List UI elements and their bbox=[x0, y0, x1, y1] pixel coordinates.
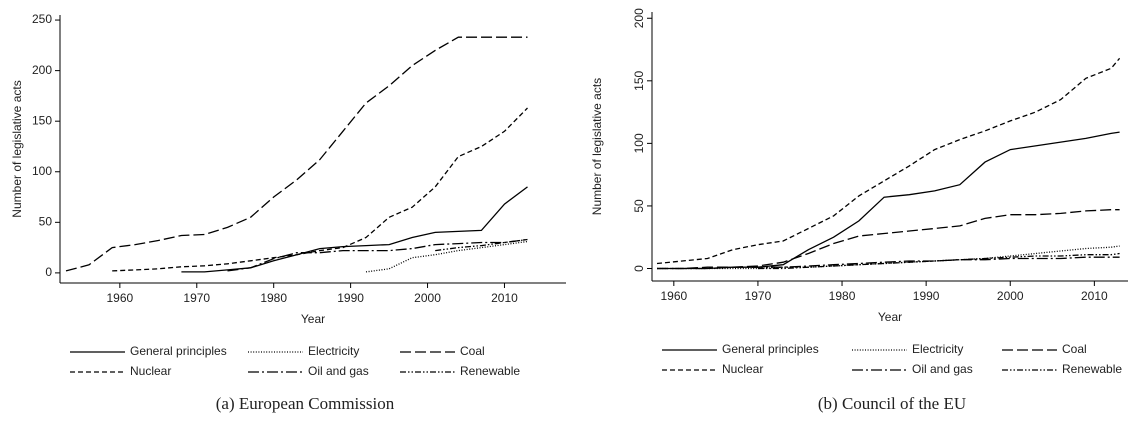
y-tick-label: 100 bbox=[632, 133, 646, 153]
y-axis-title: Number of legislative acts bbox=[10, 80, 24, 217]
legend-label: Nuclear bbox=[130, 364, 171, 378]
series-line bbox=[65, 36, 528, 272]
legend-label: General principles bbox=[722, 342, 819, 356]
series-line bbox=[657, 209, 1120, 270]
legend-label: Electricity bbox=[308, 344, 359, 358]
series-line bbox=[227, 238, 528, 272]
y-tick-label: 250 bbox=[32, 12, 52, 26]
x-tick-label: 2010 bbox=[491, 291, 518, 305]
y-tick-label: 50 bbox=[39, 214, 53, 228]
legend-label: Nuclear bbox=[722, 362, 763, 376]
y-tick-label: 50 bbox=[632, 199, 646, 213]
y-tick-label: 0 bbox=[632, 265, 646, 272]
y-tick-label: 100 bbox=[32, 164, 52, 178]
series-line bbox=[657, 131, 1120, 270]
x-tick-label: 1970 bbox=[183, 291, 210, 305]
legend-label: Coal bbox=[460, 344, 485, 358]
y-tick-label: 200 bbox=[32, 63, 52, 77]
x-tick-label: 1960 bbox=[660, 289, 687, 303]
x-tick-label: 1980 bbox=[829, 289, 856, 303]
x-tick-label: 1960 bbox=[106, 291, 133, 305]
series-line bbox=[657, 245, 1120, 270]
legend-label: Electricity bbox=[912, 342, 963, 356]
series-line bbox=[656, 57, 1121, 265]
series-line bbox=[365, 240, 528, 273]
legend-label: Oil and gas bbox=[912, 362, 973, 376]
series-line bbox=[112, 107, 528, 272]
x-tick-label: 1990 bbox=[913, 289, 940, 303]
x-tick-label: 2000 bbox=[997, 289, 1024, 303]
legend-label: Renewable bbox=[1062, 362, 1122, 376]
chart-caption: (b) Council of the EU bbox=[818, 394, 966, 413]
x-tick-label: 1990 bbox=[337, 291, 364, 305]
legend-label: Coal bbox=[1062, 342, 1087, 356]
legend-label: Renewable bbox=[460, 364, 520, 378]
y-tick-label: 150 bbox=[32, 113, 52, 127]
series-line bbox=[181, 186, 528, 273]
series-line bbox=[757, 252, 1120, 270]
legend-label: General principles bbox=[130, 344, 227, 358]
series-line bbox=[657, 256, 1120, 270]
series-line bbox=[435, 238, 528, 252]
legend-label: Oil and gas bbox=[308, 364, 369, 378]
x-tick-label: 1970 bbox=[745, 289, 772, 303]
chart-caption: (a) European Commission bbox=[216, 394, 395, 413]
x-tick-label: 1980 bbox=[260, 291, 287, 305]
x-axis-title: Year bbox=[301, 312, 325, 326]
y-tick-label: 0 bbox=[45, 265, 52, 279]
y-tick-label: 150 bbox=[632, 70, 646, 90]
x-axis-title: Year bbox=[878, 310, 902, 324]
x-tick-label: 2000 bbox=[414, 291, 441, 305]
x-tick-label: 2010 bbox=[1081, 289, 1108, 303]
y-tick-label: 200 bbox=[632, 8, 646, 28]
y-axis-title: Number of legislative acts bbox=[590, 78, 604, 215]
